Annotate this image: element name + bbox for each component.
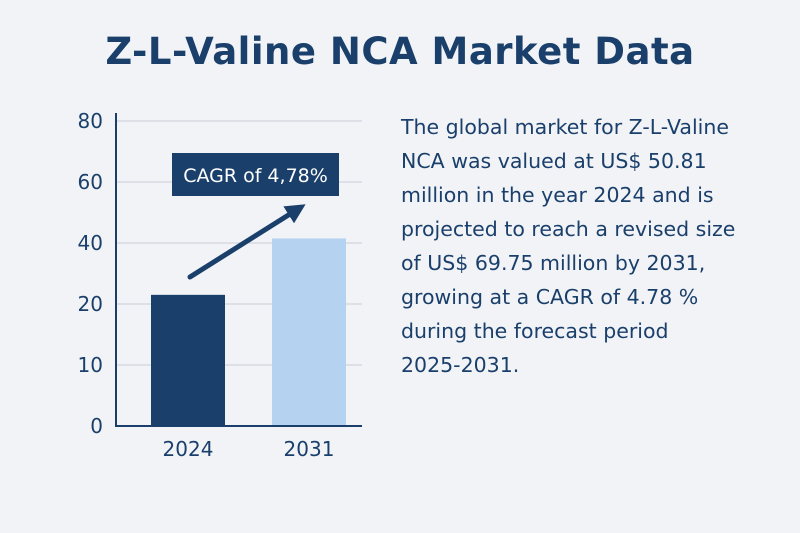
- y-tick-label: 60: [78, 170, 103, 194]
- market-description: The global market for Z-L-Valine NCA was…: [401, 110, 771, 382]
- y-tick-label: 80: [78, 109, 103, 133]
- cagr-callout-box: [172, 153, 339, 196]
- description-line: 2025-2031.: [401, 353, 520, 377]
- y-tick-label: 10: [78, 353, 103, 377]
- description-line: The global market for Z-L-Valine: [401, 115, 729, 139]
- bar-2031: [272, 238, 346, 426]
- y-tick-label: 0: [90, 414, 103, 438]
- x-tick-label: 2024: [163, 437, 214, 461]
- description-line: growing at a CAGR of 4.78 %: [401, 285, 699, 309]
- description-line: million in the year 2024 and is: [401, 183, 714, 207]
- y-tick-label: 40: [78, 231, 103, 255]
- description-line: of US$ 69.75 million by 2031,: [401, 251, 706, 275]
- page-title: Z-L-Valine NCA Market Data: [105, 30, 695, 73]
- description-line: during the forecast period: [401, 319, 669, 343]
- x-tick-label: 2031: [284, 437, 335, 461]
- y-tick-label: 20: [78, 292, 103, 316]
- cagr-callout-label: CAGR of 4,78%: [183, 165, 328, 187]
- growth-arrow: [187, 204, 306, 280]
- bar-2024: [151, 294, 225, 426]
- description-line: projected to reach a revised size: [401, 217, 736, 241]
- description-line: NCA was valued at US$ 50.81: [401, 149, 707, 173]
